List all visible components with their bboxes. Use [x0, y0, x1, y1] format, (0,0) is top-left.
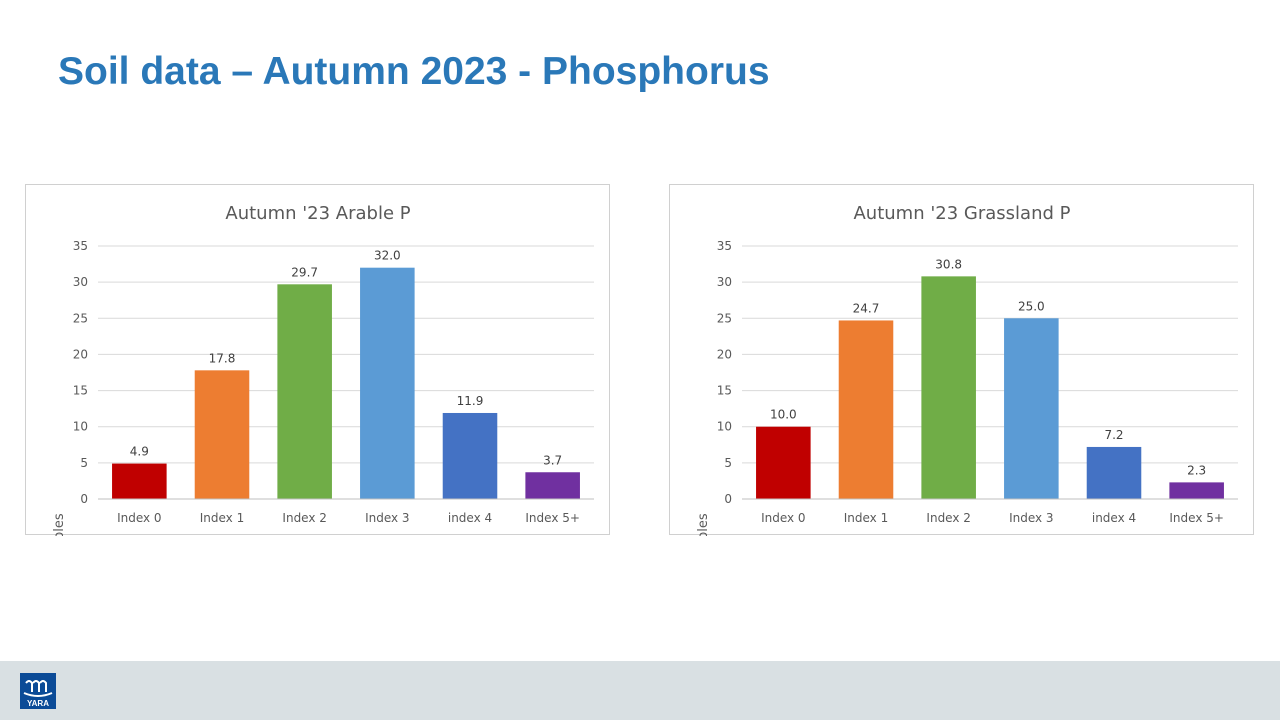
bar — [1004, 318, 1059, 499]
y-tick-label: 5 — [724, 456, 732, 470]
x-tick-label: index 4 — [448, 511, 492, 525]
logo-text: YARA — [27, 699, 49, 708]
x-tick-label: Index 1 — [844, 511, 888, 525]
y-tick-label: 15 — [73, 384, 88, 398]
footer-bar: YARA — [0, 661, 1280, 720]
data-label: 10.0 — [770, 408, 797, 422]
bar — [1169, 482, 1224, 499]
chart-title: Autumn '23 Grassland P — [853, 203, 1070, 224]
data-label: 32.0 — [374, 249, 401, 263]
y-tick-label: 25 — [73, 311, 88, 325]
bar — [112, 463, 167, 499]
bar — [756, 426, 811, 499]
viking-ship-icon: YARA — [23, 680, 53, 708]
data-label: 3.7 — [543, 453, 562, 467]
x-tick-label: Index 2 — [926, 511, 970, 525]
arable-chart-svg: Autumn '23 Arable P % of samples 0 5 10 15 2… — [52, 203, 594, 536]
x-tick-label: index 4 — [1092, 511, 1136, 525]
y-tick-label: 30 — [717, 275, 732, 289]
bar — [921, 276, 976, 499]
x-tick-label: Index 0 — [117, 511, 161, 525]
grassland-chart: Autumn '23 Grassland P % of samples 0 5 10… — [669, 184, 1254, 536]
grassland-chart-svg: Autumn '23 Grassland P % of samples 0 5 10… — [696, 203, 1238, 536]
bar — [442, 412, 498, 499]
y-tick-label: 15 — [717, 384, 732, 398]
y-tick-label: 35 — [73, 239, 88, 253]
yara-logo: YARA — [20, 673, 56, 709]
data-label: 29.7 — [291, 265, 318, 279]
y-tick-label: 0 — [724, 492, 732, 506]
y-tick-label: 20 — [73, 347, 88, 361]
bar — [277, 284, 332, 499]
y-tick-label: 25 — [717, 311, 732, 325]
data-label: 7.2 — [1104, 428, 1123, 442]
bar — [1086, 446, 1142, 499]
x-tick-label: Index 2 — [282, 511, 326, 525]
data-label: 25.0 — [1018, 299, 1045, 313]
y-tick-label: 30 — [73, 275, 88, 289]
arable-chart: Autumn '23 Arable P % of samples 0 5 10 15 2… — [25, 184, 610, 536]
bar — [360, 267, 415, 499]
bar — [525, 472, 580, 499]
data-label: 24.7 — [853, 301, 880, 315]
y-tick-label: 10 — [73, 420, 88, 434]
chart-title: Autumn '23 Arable P — [225, 203, 410, 224]
plot-area: 0 5 10 15 20 25 30 35 10.0 Index 0 24.7 Index 1 30.8… — [717, 239, 1238, 525]
y-tick-label: 0 — [80, 492, 88, 506]
data-label: 30.8 — [935, 257, 962, 271]
y-tick-label: 10 — [717, 420, 732, 434]
x-tick-label: Index 3 — [365, 511, 409, 525]
y-tick-label: 5 — [80, 456, 88, 470]
bar — [838, 320, 894, 499]
y-axis-label: % of samples — [696, 513, 711, 536]
x-tick-label: Index 3 — [1009, 511, 1053, 525]
x-tick-label: Index 5+ — [1169, 511, 1224, 525]
data-label: 17.8 — [209, 351, 236, 365]
slide-title: Soil data – Autumn 2023 - Phosphorus — [58, 50, 770, 93]
y-axis-label: % of samples — [52, 513, 67, 536]
plot-area: 0 5 10 15 20 25 30 35 4.9 Index 0 17.8 Index 1 29.7 I… — [73, 239, 594, 525]
x-tick-label: Index 0 — [761, 511, 805, 525]
y-tick-label: 35 — [717, 239, 732, 253]
x-tick-label: Index 5+ — [525, 511, 580, 525]
data-label: 11.9 — [457, 394, 484, 408]
y-tick-label: 20 — [717, 347, 732, 361]
x-tick-label: Index 1 — [200, 511, 244, 525]
bar — [194, 370, 250, 499]
data-label: 2.3 — [1187, 463, 1206, 477]
data-label: 4.9 — [130, 445, 149, 459]
